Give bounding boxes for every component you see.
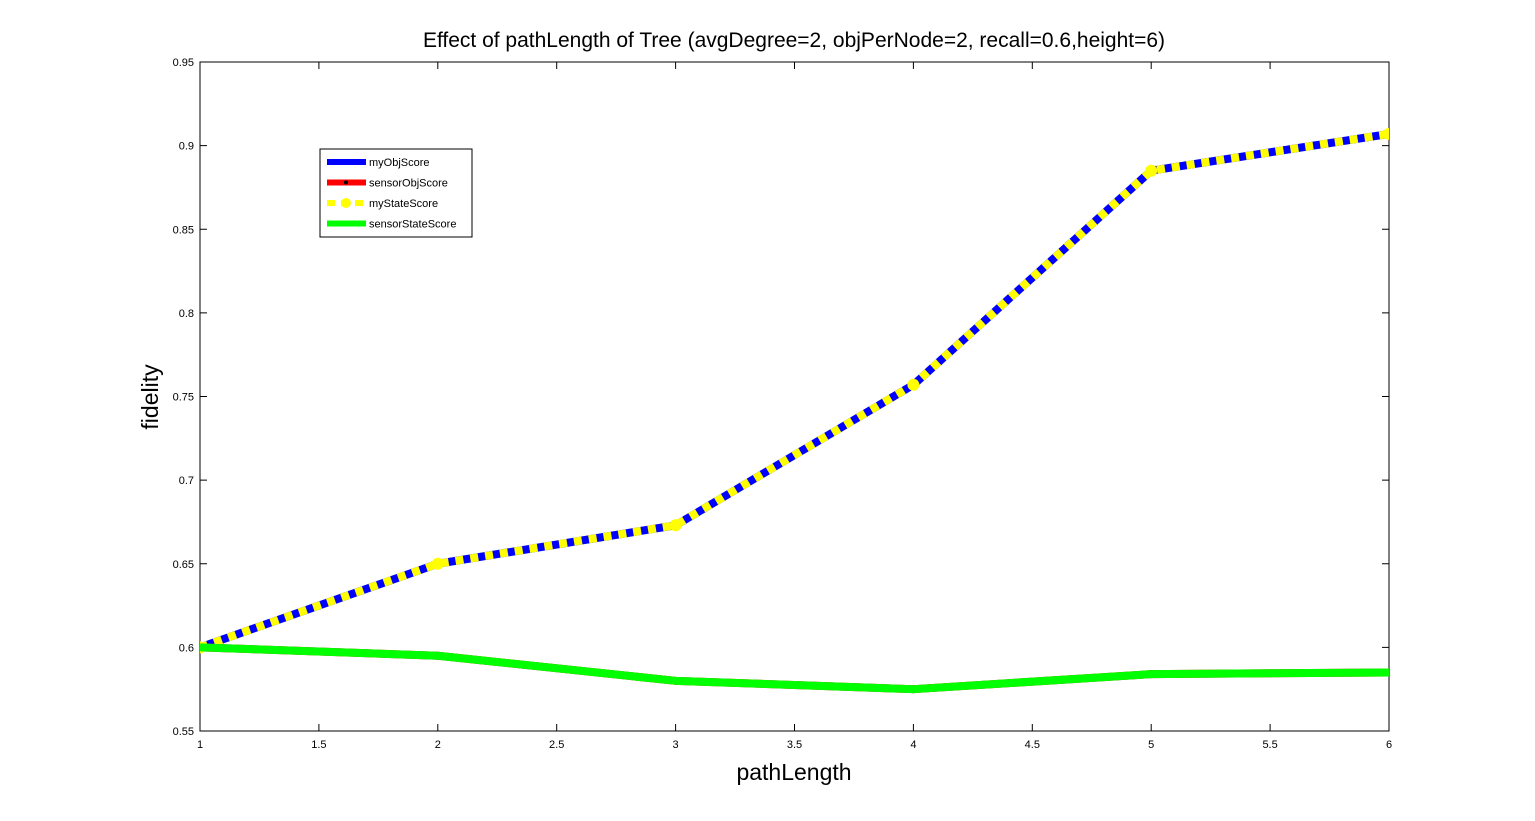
data-point-myStateScore xyxy=(1383,127,1389,140)
x-tick-label: 2.5 xyxy=(549,739,564,751)
series-line-myStateScore xyxy=(200,129,1389,652)
data-point-myStateScore xyxy=(1145,164,1158,177)
legend-label: myStateScore xyxy=(369,198,438,210)
y-tick-label: 0.7 xyxy=(179,475,194,487)
y-tick-label: 0.6 xyxy=(179,642,194,654)
y-tick-label: 0.65 xyxy=(173,559,194,571)
x-tick-label: 6 xyxy=(1386,739,1392,751)
x-axis-label: pathLength xyxy=(736,759,851,785)
y-tick-label: 0.55 xyxy=(173,726,194,738)
x-tick-label: 3 xyxy=(673,739,679,751)
data-point-myStateScore xyxy=(669,519,682,532)
axis-ticks: 1 1.5 2 2.5 3 3.5 4 4.5 5 5.5 6 0.55 0.6 0.65 0.7 0.75 0… xyxy=(173,57,1392,751)
y-tick-label: 0.8 xyxy=(179,308,194,320)
y-axis-label: fidelity xyxy=(137,364,163,430)
y-tick-label: 0.85 xyxy=(173,224,194,236)
x-tick-label: 2 xyxy=(435,739,441,751)
x-tick-label: 4 xyxy=(910,739,916,751)
x-tick-label: 5.5 xyxy=(1262,739,1277,751)
legend-label: sensorObjScore xyxy=(369,178,448,190)
y-tick-label: 0.75 xyxy=(173,392,194,404)
legend-label: sensorStateScore xyxy=(369,219,456,231)
legend: myObjScore sensorObjScore myStateScore sens… xyxy=(319,148,473,238)
legend-marker-sensorObjScore xyxy=(344,180,348,185)
x-tick-label: 4.5 xyxy=(1025,739,1040,751)
x-tick-label: 1 xyxy=(197,739,203,751)
y-tick-label: 0.9 xyxy=(179,141,194,153)
legend-label: myObjScore xyxy=(369,157,430,169)
x-tick-label: 5 xyxy=(1148,739,1154,751)
x-tick-label: 1.5 xyxy=(311,739,326,751)
data-point-myStateScore xyxy=(431,557,444,570)
series-layer xyxy=(200,127,1389,694)
chart-title: Effect of pathLength of Tree (avgDegree=… xyxy=(423,29,1165,52)
data-point-myStateScore xyxy=(907,378,920,391)
y-tick-label: 0.95 xyxy=(173,57,194,69)
legend-marker-myStateScore xyxy=(341,198,351,208)
x-tick-label: 3.5 xyxy=(787,739,802,751)
series-line-sensorStateScore xyxy=(200,643,1389,694)
